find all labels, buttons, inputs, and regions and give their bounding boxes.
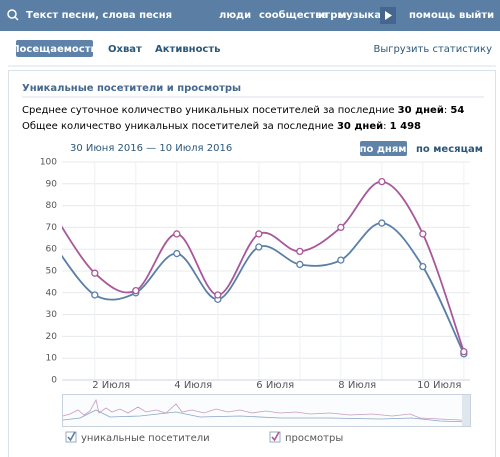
x-tick-label: 10 Июля bbox=[417, 380, 461, 391]
tab[interactable]: Активность bbox=[155, 44, 220, 55]
nav-link[interactable]: сообщества bbox=[259, 9, 328, 21]
legend-check bbox=[271, 431, 280, 442]
data-point bbox=[337, 256, 345, 264]
period-button[interactable]: по дням bbox=[360, 144, 407, 155]
search-icon[interactable] bbox=[7, 9, 17, 19]
stat-line: Среднее суточное количество уникальных п… bbox=[22, 105, 464, 116]
y-tick-label: 0 bbox=[51, 376, 57, 386]
x-tick-label: 4 Июля bbox=[174, 380, 212, 391]
x-tick-label: 8 Июля bbox=[338, 380, 376, 391]
navigator-handle[interactable] bbox=[462, 395, 470, 426]
data-point bbox=[214, 291, 222, 299]
top-bar bbox=[0, 0, 500, 31]
export-link[interactable]: Выгрузить статистику bbox=[373, 44, 492, 55]
y-tick-label: 50 bbox=[46, 267, 58, 277]
data-point bbox=[296, 260, 304, 269]
legend-checkbox[interactable] bbox=[269, 431, 281, 443]
y-tick-label: 40 bbox=[46, 288, 58, 298]
period-button[interactable]: по месяцам bbox=[416, 144, 483, 155]
data-point bbox=[419, 262, 427, 271]
x-tick-label: 6 Июля bbox=[256, 380, 294, 391]
tab-selected[interactable] bbox=[16, 40, 93, 57]
legend-label: просмотры bbox=[285, 433, 343, 444]
data-point bbox=[419, 230, 427, 238]
legend-check bbox=[67, 431, 76, 442]
section-title: Уникальные посетители и просмотры bbox=[22, 83, 241, 94]
data-point bbox=[173, 249, 181, 258]
stat-line: Общее количество уникальных посетителей … bbox=[22, 121, 421, 132]
x-tick-label: 2 Июля bbox=[92, 380, 130, 391]
play-icon bbox=[385, 11, 392, 20]
y-tick-label: 60 bbox=[46, 245, 58, 255]
data-point bbox=[296, 247, 304, 256]
navigator-line bbox=[62, 409, 470, 423]
search-icon-handle bbox=[14, 16, 19, 21]
data-point bbox=[337, 223, 345, 232]
panel bbox=[8, 70, 496, 457]
y-tick-label: 70 bbox=[46, 223, 58, 233]
data-point bbox=[460, 348, 468, 356]
legend-label: уникальные посетители bbox=[81, 433, 210, 444]
period-button-selected[interactable] bbox=[360, 141, 407, 156]
y-tick-label: 30 bbox=[46, 310, 58, 320]
tab[interactable]: Охват bbox=[108, 44, 142, 55]
data-point bbox=[91, 269, 99, 277]
tab[interactable]: Посещаемость bbox=[11, 44, 97, 55]
data-point bbox=[378, 219, 386, 227]
data-point bbox=[255, 230, 263, 238]
nav-link[interactable]: игры bbox=[318, 10, 346, 21]
nav-link[interactable]: музыка bbox=[338, 10, 381, 21]
y-tick-label: 20 bbox=[46, 332, 58, 342]
nav-link[interactable]: выйти bbox=[459, 10, 494, 21]
y-tick-label: 10 bbox=[46, 354, 58, 364]
data-point bbox=[132, 286, 140, 295]
nav-link[interactable]: помощь bbox=[409, 10, 455, 21]
navigator[interactable] bbox=[62, 394, 471, 427]
data-point bbox=[173, 230, 181, 238]
data-point bbox=[91, 291, 99, 299]
legend-checkbox[interactable] bbox=[65, 431, 77, 443]
y-tick-label: 80 bbox=[46, 201, 58, 211]
nav-link[interactable]: люди bbox=[219, 10, 251, 21]
y-tick-label: 90 bbox=[46, 179, 58, 189]
date-range[interactable]: 30 Июня 2016 — 10 Июля 2016 bbox=[70, 143, 232, 154]
search-text[interactable]: Текст песни, слова песня bbox=[26, 10, 172, 21]
data-point bbox=[255, 243, 263, 251]
y-tick-label: 100 bbox=[40, 158, 57, 168]
data-point bbox=[378, 177, 386, 186]
